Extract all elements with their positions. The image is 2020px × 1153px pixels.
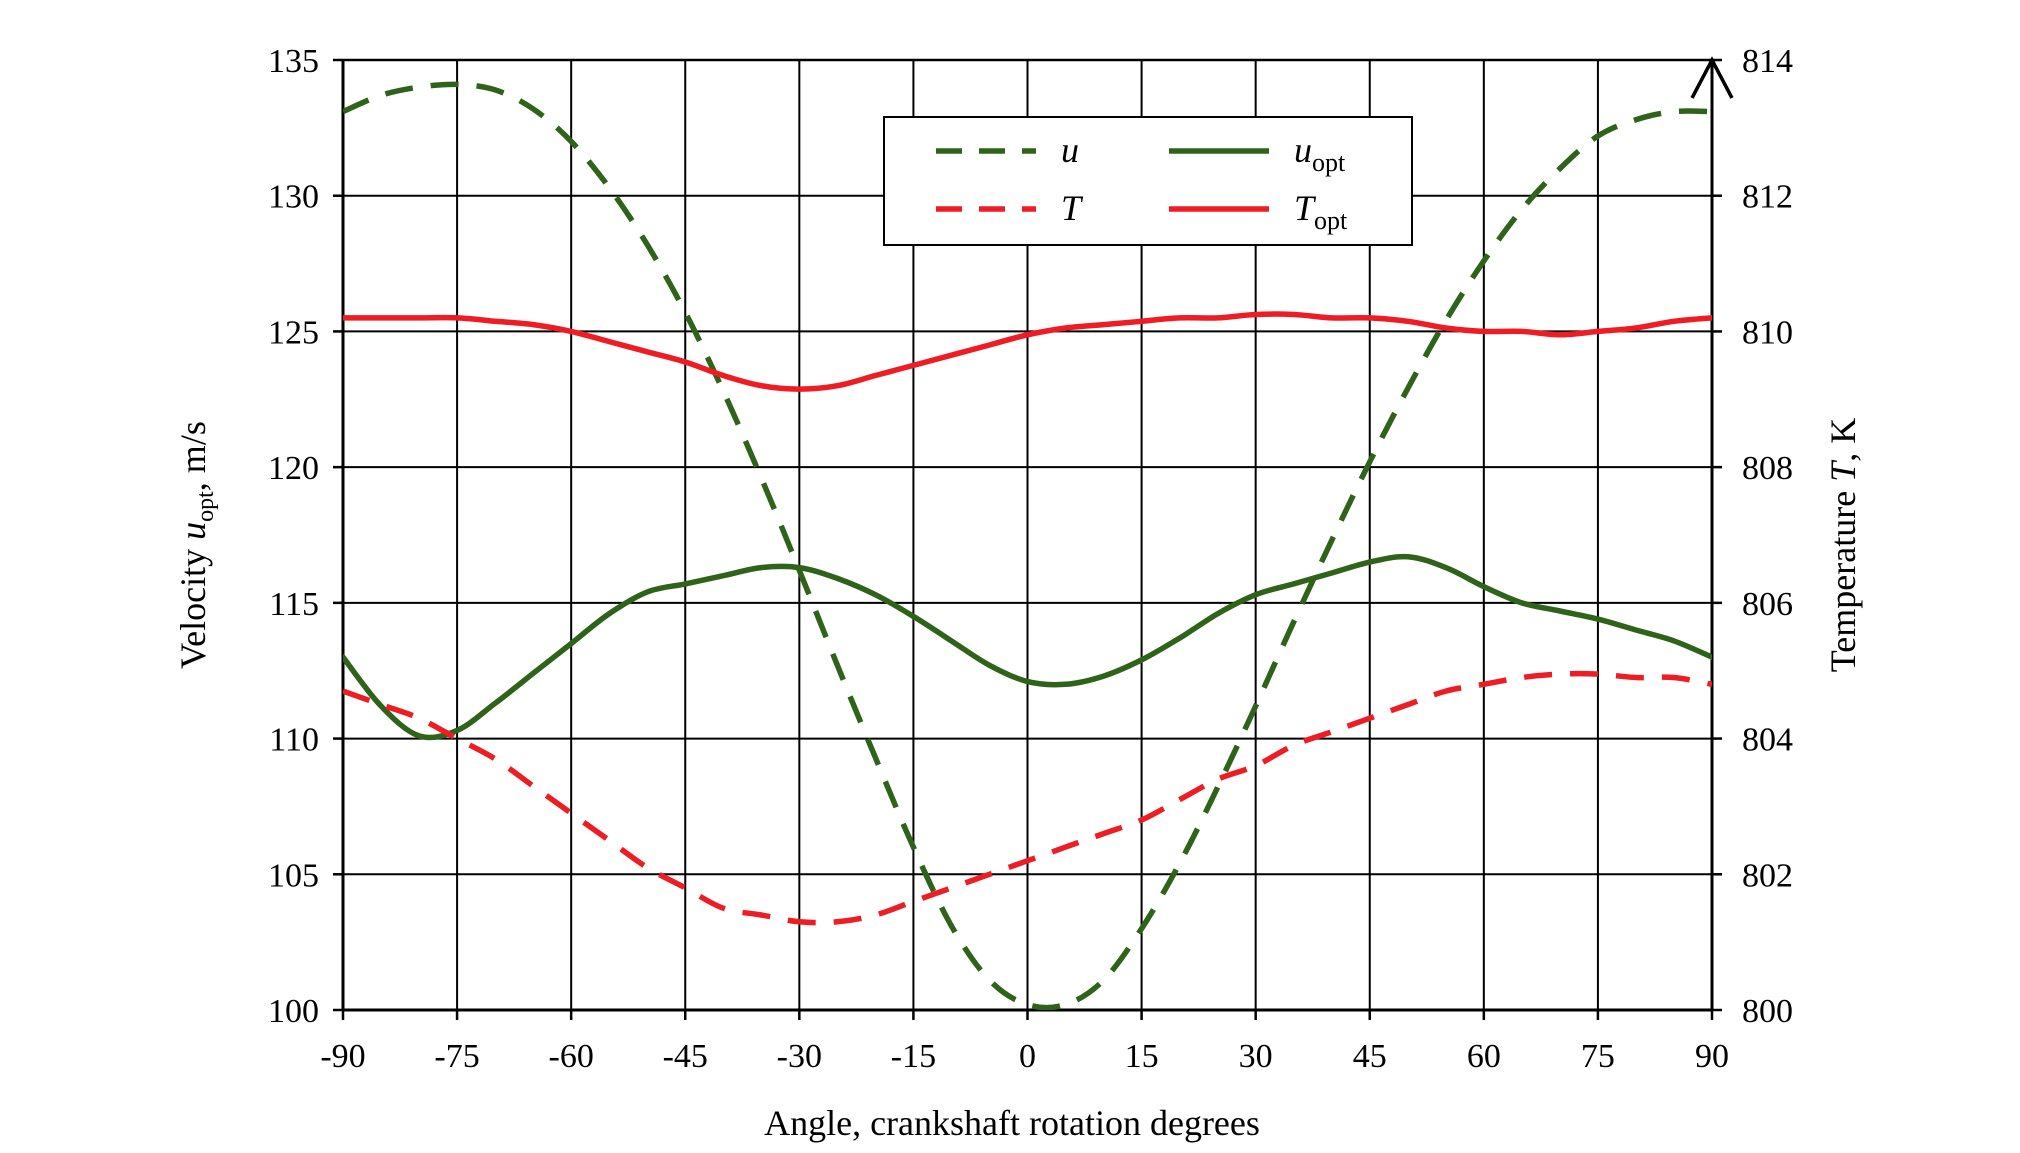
legend-label: Topt [1294,188,1348,235]
right-y-tick-label: 804 [1742,722,1793,759]
legend-label: u [1061,130,1079,170]
x-tick-labels: -90 -75 -60 -45 -30 -15 0 15 30 45 60 75 90 [320,1010,1729,1075]
left-y-tick-label: 105 [268,857,319,894]
series-line-u [343,81,1712,1010]
x-tick-label: 15 [1125,1038,1159,1075]
right-y-tick-labels: 800 802 804 806 808 810 812 814 [1712,43,1793,1030]
x-tick-label: 30 [1239,1038,1273,1075]
right-axis-arrow [1690,56,1734,99]
arrow-head [1690,56,1734,99]
x-tick-label: -15 [891,1038,936,1075]
x-tick-label: -60 [549,1038,594,1075]
x-tick-label: 45 [1353,1038,1387,1075]
right-y-tick-label: 810 [1742,314,1793,351]
right-y-tick-label: 802 [1742,857,1793,894]
left-y-tick-label: 110 [269,722,319,759]
x-tick-label: -45 [663,1038,708,1075]
legend-label: uopt [1294,130,1346,177]
right-y-tick-label: 808 [1742,450,1793,487]
left-y-tick-labels: 100 105 110 115 120 125 130 135 [268,43,343,1030]
right-y-tick-label: 800 [1742,993,1793,1030]
series-line-T-opt [343,311,1712,392]
x-tick-label: 0 [1019,1038,1036,1075]
series-layer [343,81,1712,1010]
right-y-tick-label: 806 [1742,586,1793,623]
x-tick-label: 60 [1467,1038,1501,1075]
left-y-tick-label: 125 [268,314,319,351]
right-y-axis-title: Temperature T, K [1823,418,1863,672]
left-y-tick-label: 100 [268,993,319,1030]
series-line-u-opt [343,553,1712,741]
legend-label: T [1061,188,1084,228]
x-tick-label: 75 [1581,1038,1615,1075]
left-y-tick-label: 120 [268,450,319,487]
x-tick-label: -30 [777,1038,822,1075]
legend-box [883,116,1413,246]
x-tick-label: -75 [434,1038,479,1075]
legend: u uopt T Topt [883,116,1413,246]
x-tick-label: -90 [320,1038,365,1075]
right-y-tick-label: 812 [1742,179,1793,216]
left-y-tick-label: 135 [268,43,319,80]
right-y-tick-label: 814 [1742,43,1793,80]
x-axis-title: Angle, crankshaft rotation degrees [764,1103,1260,1143]
left-y-tick-label: 115 [269,586,319,623]
series-line-T [343,670,1712,926]
left-y-axis-title: Velocity uopt, m/s [173,421,219,669]
left-y-tick-label: 130 [268,179,319,216]
x-tick-label: 90 [1695,1038,1729,1075]
